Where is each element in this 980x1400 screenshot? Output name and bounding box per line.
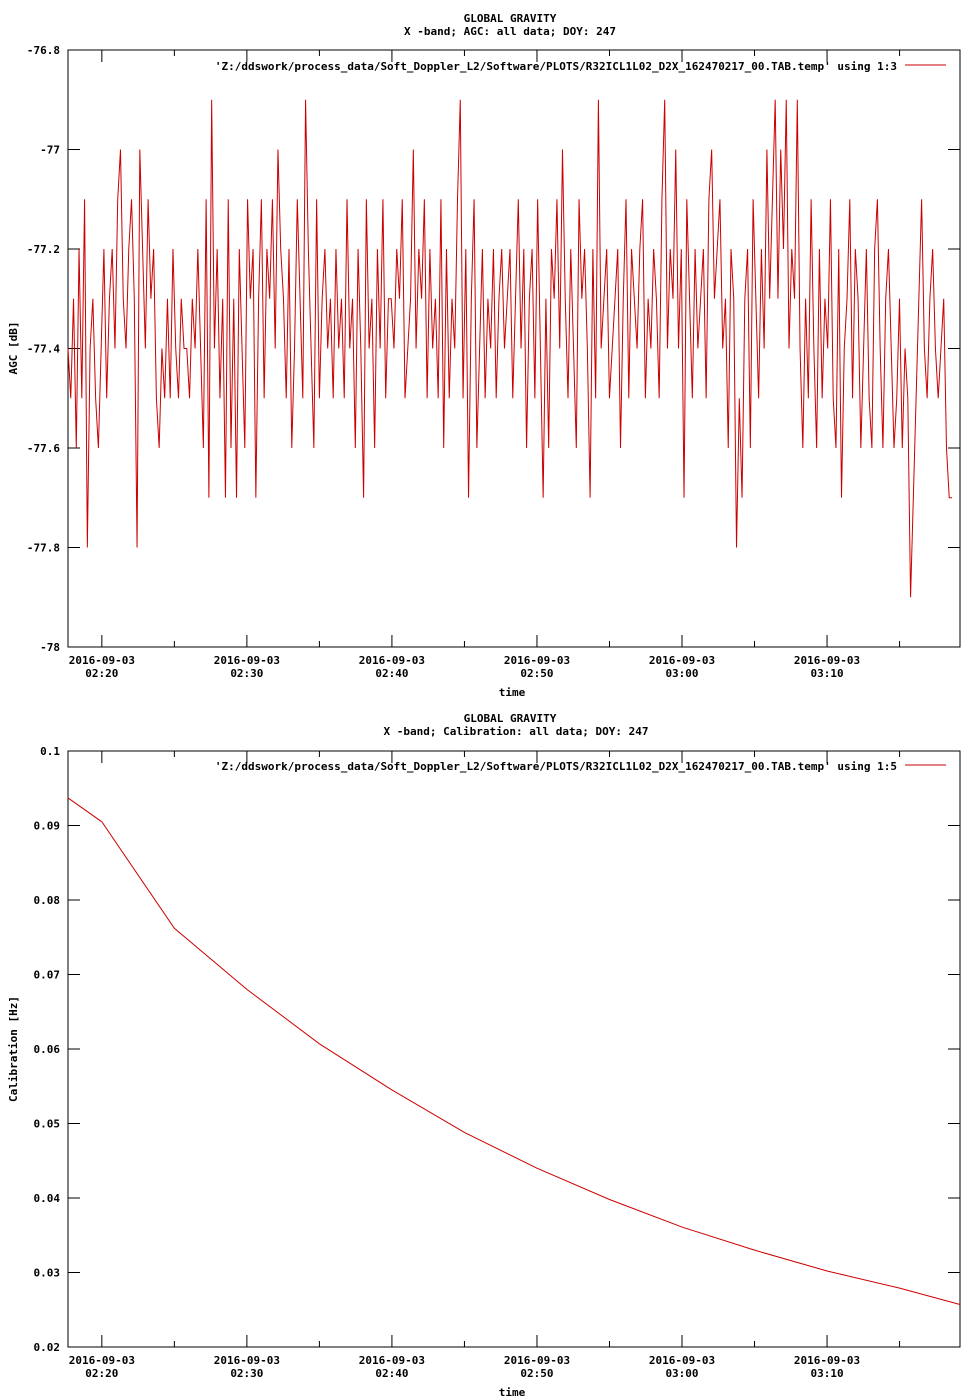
y-tick-label: 0.1 xyxy=(40,745,60,758)
calibration-chart: GLOBAL GRAVITY X -band; Calibration: all… xyxy=(7,712,961,1399)
x-tick-time: 02:30 xyxy=(230,1367,263,1380)
y-tick-label: 0.05 xyxy=(34,1118,61,1131)
x-tick-time: 02:50 xyxy=(520,667,553,680)
y-tick-label: -78 xyxy=(40,641,60,654)
y-tick-label: -77 xyxy=(40,144,60,157)
y-axis-ticks: -76.8 -77 -77.2 -77.4 -77.6 -77.8 -78 xyxy=(27,44,960,654)
calibration-series xyxy=(67,797,961,1306)
x-tick-date: 2016-09-03 xyxy=(214,654,280,667)
y-tick-label: -77.2 xyxy=(27,243,60,256)
x-tick-date: 2016-09-03 xyxy=(794,1354,860,1367)
x-axis-label: time xyxy=(499,1386,526,1399)
chart-subtitle: X -band; AGC: all data; DOY: 247 xyxy=(404,25,616,38)
y-axis-label: AGC [dB] xyxy=(7,322,20,375)
chart-title: GLOBAL GRAVITY xyxy=(464,712,557,725)
x-tick-date: 2016-09-03 xyxy=(794,654,860,667)
y-tick-label: 0.07 xyxy=(34,969,61,982)
x-tick-time: 02:20 xyxy=(85,1367,118,1380)
y-tick-label: -76.8 xyxy=(27,44,60,57)
x-tick-date: 2016-09-03 xyxy=(649,654,715,667)
x-tick-time: 02:40 xyxy=(375,667,408,680)
y-tick-label: -77.6 xyxy=(27,442,60,455)
y-tick-label: 0.02 xyxy=(34,1341,61,1354)
x-axis-label: time xyxy=(499,686,526,699)
x-axis-ticks: 2016-09-0302:202016-09-0302:302016-09-03… xyxy=(69,50,901,680)
y-axis-label: Calibration [Hz] xyxy=(7,996,20,1102)
agc-chart: GLOBAL GRAVITY X -band; AGC: all data; D… xyxy=(7,12,961,699)
y-tick-label: 0.03 xyxy=(34,1267,61,1280)
series-line xyxy=(67,797,961,1306)
legend-label: 'Z:/ddswork/process_data/Soft_Doppler_L2… xyxy=(215,60,897,73)
x-tick-date: 2016-09-03 xyxy=(359,1354,425,1367)
plot-frame xyxy=(67,750,961,1348)
x-tick-time: 03:00 xyxy=(665,1367,698,1380)
y-tick-label: -77.8 xyxy=(27,542,60,555)
x-tick-date: 2016-09-03 xyxy=(504,654,570,667)
x-tick-date: 2016-09-03 xyxy=(649,1354,715,1367)
x-tick-time: 03:10 xyxy=(810,667,843,680)
x-axis-ticks: 2016-09-0302:202016-09-0302:302016-09-03… xyxy=(69,751,901,1380)
x-tick-date: 2016-09-03 xyxy=(69,1354,135,1367)
chart-title: GLOBAL GRAVITY xyxy=(464,12,557,25)
x-tick-date: 2016-09-03 xyxy=(359,654,425,667)
y-tick-label: -77.4 xyxy=(27,343,60,356)
agc-series xyxy=(67,99,952,598)
x-tick-time: 02:20 xyxy=(85,667,118,680)
x-tick-time: 02:40 xyxy=(375,1367,408,1380)
x-tick-time: 02:50 xyxy=(520,1367,553,1380)
x-tick-date: 2016-09-03 xyxy=(69,654,135,667)
y-axis-ticks: 0.1 0.09 0.08 0.07 0.06 0.05 0.04 0.03 0.02 xyxy=(34,745,960,1354)
x-tick-date: 2016-09-03 xyxy=(504,1354,570,1367)
y-tick-label: 0.09 xyxy=(34,820,61,833)
series-line xyxy=(67,99,952,598)
legend-label: 'Z:/ddswork/process_data/Soft_Doppler_L2… xyxy=(215,760,897,773)
chart-subtitle: X -band; Calibration: all data; DOY: 247 xyxy=(384,725,649,738)
y-tick-label: 0.04 xyxy=(34,1192,61,1205)
x-tick-time: 03:10 xyxy=(810,1367,843,1380)
y-tick-label: 0.08 xyxy=(34,894,61,907)
y-tick-label: 0.06 xyxy=(34,1043,61,1056)
x-tick-time: 03:00 xyxy=(665,667,698,680)
x-tick-time: 02:30 xyxy=(230,667,263,680)
x-tick-date: 2016-09-03 xyxy=(214,1354,280,1367)
